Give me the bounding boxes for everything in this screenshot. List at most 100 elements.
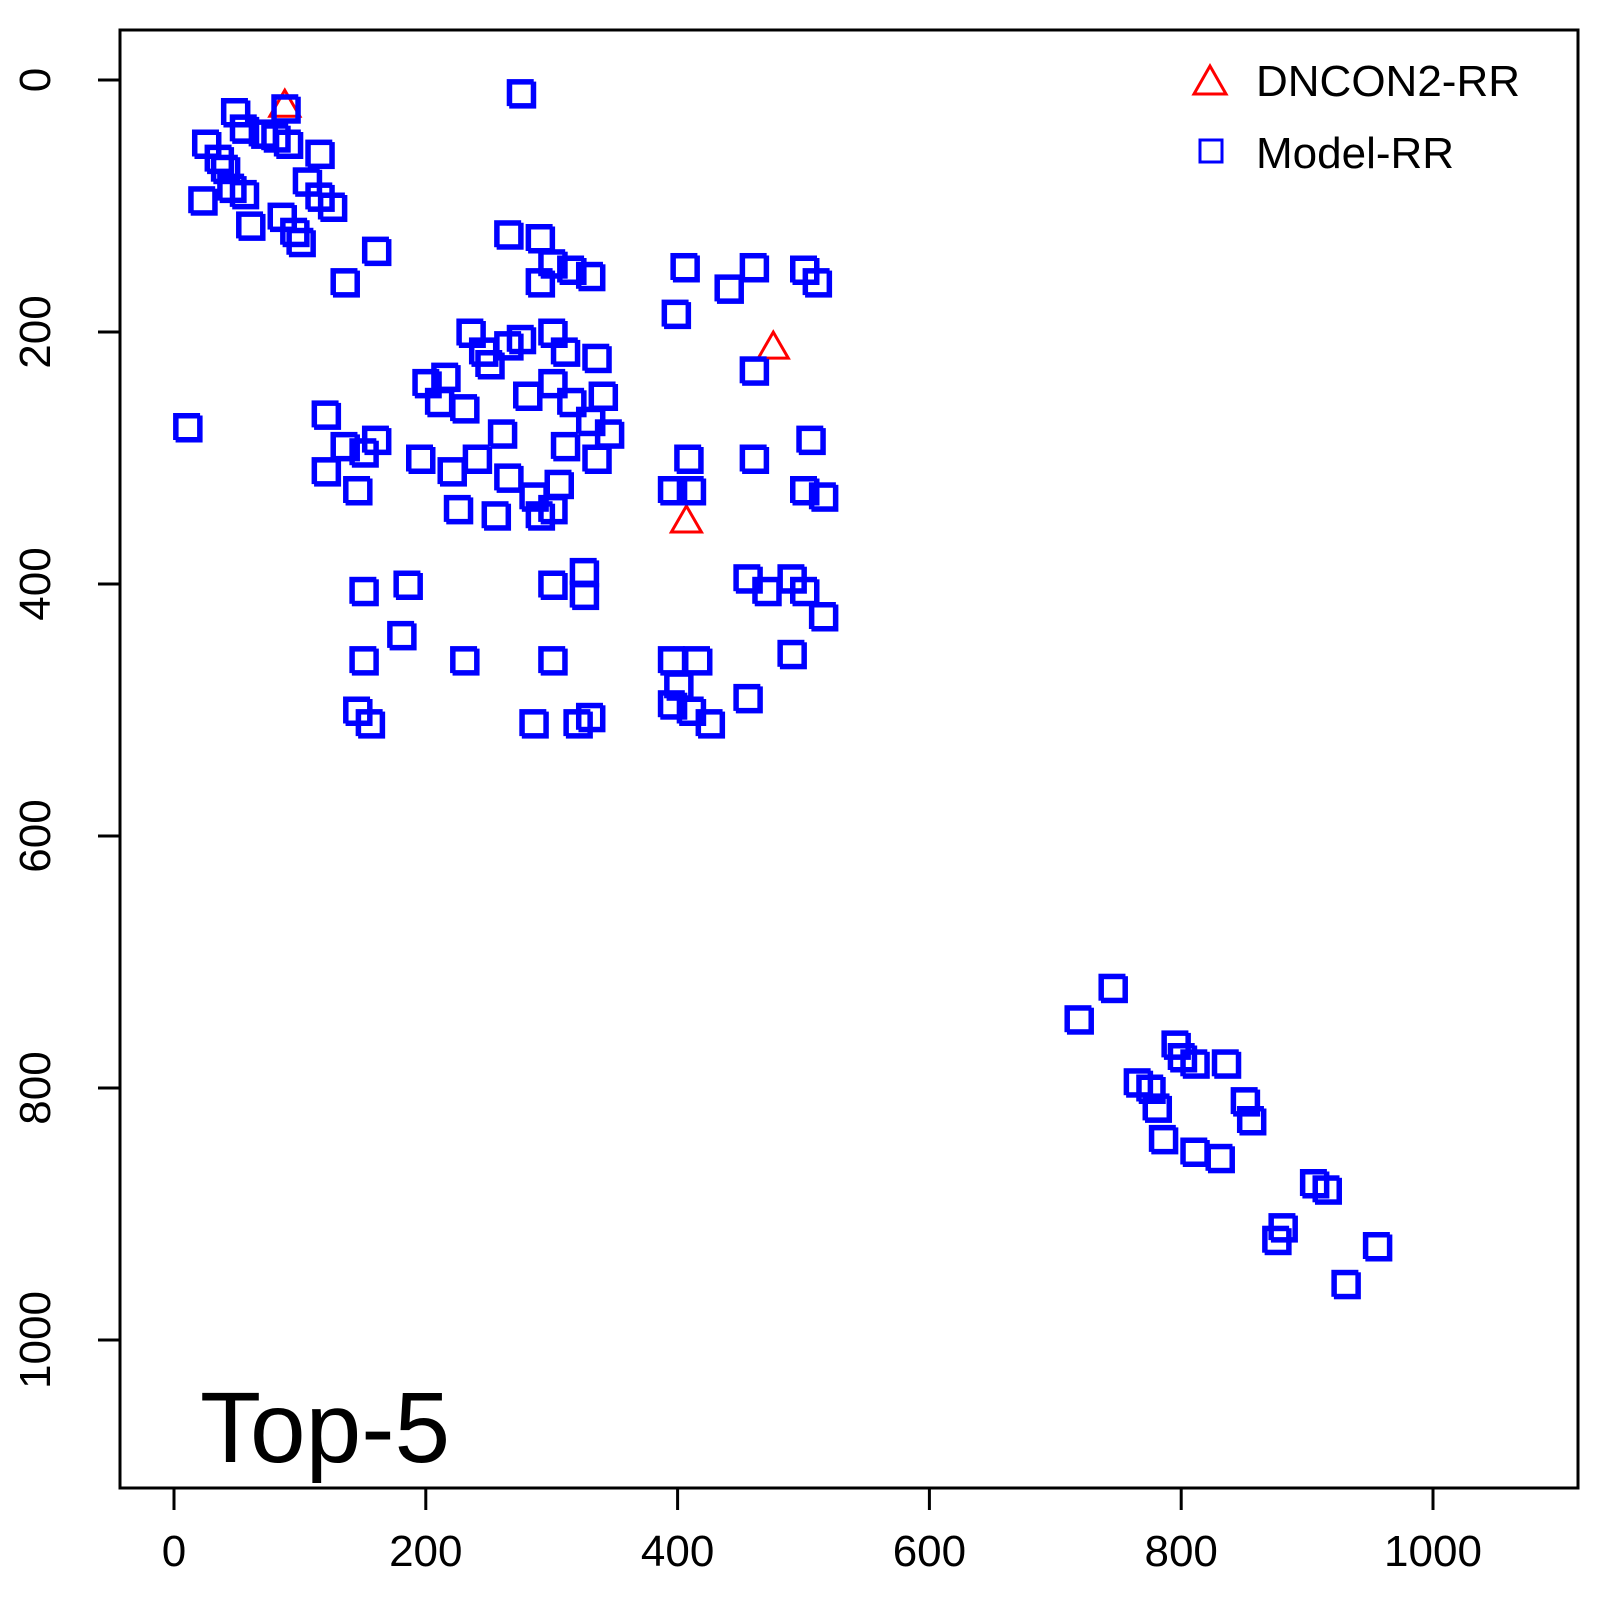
model-rr-point — [494, 220, 522, 248]
model-rr-point — [582, 343, 610, 371]
model-rr-point — [345, 478, 373, 506]
dncon2-rr-point — [267, 87, 303, 118]
model-rr-point — [361, 236, 389, 264]
model-rr-point — [484, 503, 512, 531]
model-rr-point — [232, 182, 260, 210]
model-rr-point — [553, 434, 581, 462]
model-rr-point — [698, 711, 726, 739]
model-rr-point — [792, 579, 820, 607]
model-rr-point — [487, 419, 515, 447]
model-rr-point — [273, 96, 301, 124]
model-rr-point — [519, 709, 547, 737]
model-rr-point — [351, 648, 379, 676]
model-rr-point — [657, 690, 685, 718]
model-rr-point — [550, 337, 578, 365]
model-rr-point — [777, 639, 805, 667]
x-tick-label: 200 — [389, 1527, 462, 1576]
model-rr-point — [236, 211, 264, 239]
model-rr-point — [1205, 1143, 1233, 1171]
x-tick-label: 400 — [641, 1527, 714, 1576]
model-rr-point — [1239, 1108, 1267, 1136]
model-rr-point — [550, 431, 578, 459]
model-rr-point — [1214, 1051, 1242, 1079]
model-rr-point — [311, 457, 339, 485]
model-rr-point — [393, 570, 421, 598]
model-rr-point — [509, 81, 537, 109]
model-rr-point — [1207, 1146, 1235, 1174]
model-rr-point — [207, 147, 235, 175]
model-rr-point — [657, 476, 685, 503]
model-rr-point — [273, 129, 301, 157]
model-rr-point — [674, 444, 702, 472]
y-tick-label: 600 — [11, 799, 60, 872]
model-rr-point — [173, 413, 201, 440]
model-rr-point — [538, 368, 566, 396]
model-rr-point — [1264, 1228, 1292, 1256]
model-rr-point — [559, 390, 587, 418]
model-rr-point — [408, 447, 436, 474]
model-rr-point — [330, 431, 358, 459]
model-rr-point — [1365, 1234, 1393, 1262]
model-rr-point — [477, 352, 505, 380]
y-tick-label: 400 — [11, 547, 60, 620]
data-points — [173, 79, 1393, 1300]
model-rr-point — [496, 222, 524, 250]
model-rr-point — [670, 252, 698, 280]
model-rr-point — [569, 580, 597, 608]
model-rr-point — [1064, 1005, 1092, 1033]
model-rr-point — [559, 258, 587, 285]
model-rr-point — [314, 402, 342, 430]
y-tick-label: 0 — [11, 68, 60, 92]
model-rr-point — [462, 444, 490, 472]
model-rr-point — [1151, 1127, 1179, 1155]
model-rr-point — [288, 230, 316, 258]
x-tick-label: 600 — [893, 1527, 966, 1576]
model-rr-point — [808, 482, 836, 510]
model-rr-point — [1148, 1124, 1176, 1152]
y-tick-label: 200 — [11, 295, 60, 368]
model-rr-point — [406, 444, 434, 472]
panel-label: Top-5 — [200, 1372, 450, 1484]
model-rr-point — [779, 642, 807, 670]
model-rr-point — [509, 327, 537, 355]
model-rr-point — [811, 484, 839, 512]
legend-triangle-marker — [1191, 62, 1229, 96]
model-rr-point — [358, 711, 386, 739]
plot-frame — [118, 28, 1580, 1490]
model-rr-point — [213, 157, 241, 185]
model-rr-point — [238, 213, 266, 241]
model-rr-point — [276, 132, 304, 159]
model-rr-point — [188, 186, 216, 214]
model-rr-point — [190, 188, 218, 216]
model-rr-point — [557, 255, 585, 283]
y-tick-label: 1000 — [11, 1291, 60, 1389]
model-rr-point — [496, 465, 524, 493]
model-rr-point — [528, 503, 556, 531]
x-tick-label: 800 — [1144, 1527, 1217, 1576]
model-rr-point — [742, 358, 770, 386]
model-rr-point — [1100, 976, 1128, 1004]
model-rr-point — [332, 434, 360, 462]
model-rr-point — [465, 447, 493, 474]
model-rr-point — [452, 648, 480, 676]
model-rr-point — [525, 501, 553, 529]
model-rr-point — [575, 261, 603, 289]
model-rr-point — [1262, 1225, 1290, 1253]
model-rr-point — [565, 711, 593, 739]
model-rr-point — [395, 573, 423, 600]
model-rr-point — [332, 270, 360, 298]
x-tick-label: 0 — [162, 1527, 186, 1576]
model-rr-point — [271, 94, 299, 122]
model-rr-point — [661, 299, 689, 327]
model-rr-point — [742, 255, 770, 283]
model-rr-point — [229, 179, 257, 207]
model-rr-point — [572, 583, 600, 611]
model-rr-point — [1180, 1049, 1208, 1077]
model-rr-point — [494, 463, 522, 491]
model-rr-point — [481, 501, 509, 529]
model-rr-point — [364, 239, 392, 267]
model-rr-point — [223, 100, 251, 128]
model-rr-point — [361, 425, 389, 453]
model-rr-point — [1145, 1095, 1173, 1123]
